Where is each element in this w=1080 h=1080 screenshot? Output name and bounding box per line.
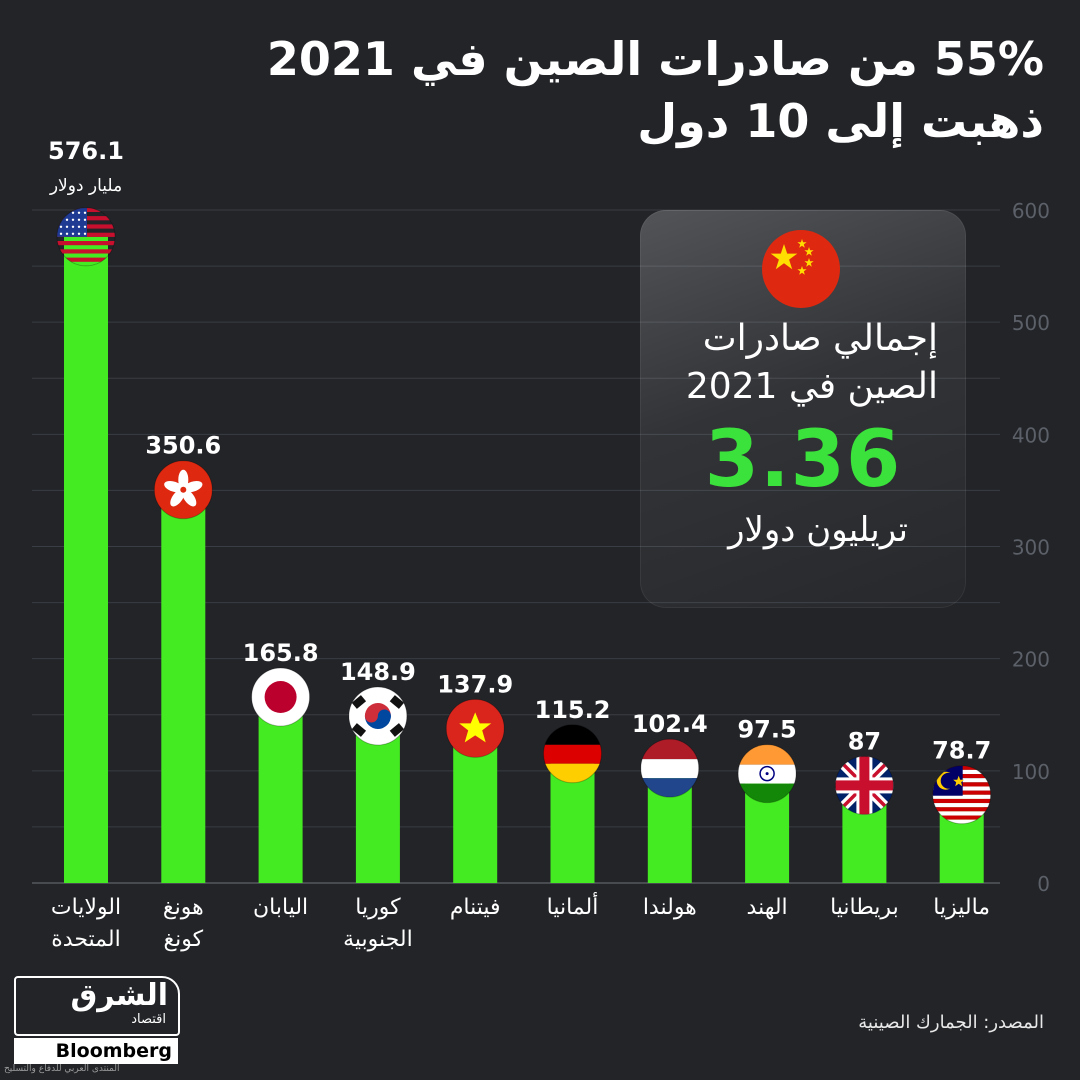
data-label: 148.9 [340, 658, 416, 686]
data-label: 87 [848, 727, 881, 755]
japan-flag-icon [251, 667, 311, 727]
card-line-2: الصين في 2021 [685, 366, 938, 407]
china-flag-icon [762, 230, 840, 308]
germany-flag-icon [543, 724, 602, 784]
netherlands-flag-icon [640, 738, 700, 798]
logo-frame: الشرق اقتصاد [14, 976, 180, 1036]
bar [161, 489, 206, 883]
data-label: 165.8 [243, 639, 319, 667]
category-label: ألمانيا [547, 892, 599, 920]
logo-sub: اقتصاد [131, 1012, 166, 1027]
y-tick-label: 200 [1012, 648, 1050, 672]
data-label: 97.5 [737, 716, 796, 744]
y-tick-label: 600 [1012, 199, 1050, 223]
logo-brand: الشرق [70, 978, 168, 1013]
bar [258, 697, 303, 883]
asharq-bloomberg-logo: الشرق اقتصاد Bloomberg [14, 970, 180, 1068]
category-label: الهند [747, 895, 788, 920]
category-label: هولندا [643, 895, 697, 920]
chart-title-line-2: ذهبت إلى 10 دول [637, 94, 1044, 148]
category-label: كوريا [355, 895, 401, 920]
watermark: المنتدى العربي للدفاع والتسليح [4, 1064, 120, 1074]
category-label: فيتنام [450, 895, 501, 920]
data-label: 115.2 [535, 696, 611, 724]
category-label: كونغ [163, 927, 203, 952]
title-block: 55% من صادرات الصين في 2021 ذهبت إلى 10 … [144, 28, 1044, 152]
category-label: الجنوبية [343, 927, 413, 952]
category-label: المتحدة [51, 927, 120, 952]
data-label: 78.7 [932, 737, 991, 765]
category-label: الولايات [51, 895, 121, 920]
unit-label: مليار دولار [49, 176, 122, 196]
vietnam-flag-icon [445, 698, 505, 758]
hong-kong-flag-icon [153, 460, 213, 520]
bar [64, 236, 108, 883]
india-flag-icon [737, 744, 797, 804]
y-tick-label: 500 [1012, 311, 1050, 335]
data-label: 350.6 [145, 432, 221, 460]
uk-flag-icon [834, 755, 894, 815]
y-tick-label: 300 [1012, 536, 1050, 560]
source-note: المصدر: الجمارك الصينية [858, 1012, 1044, 1033]
y-tick-label: 0 [1037, 872, 1050, 896]
total-unit: تريليون دولار [728, 510, 908, 550]
category-label: هونغ [163, 895, 204, 920]
total-exports-card: إجمالي صادرات الصين في 2021 3.36 تريليون… [640, 210, 966, 608]
data-label: 137.9 [437, 670, 513, 698]
data-label: 102.4 [632, 710, 708, 738]
category-label: ماليزيا [933, 895, 990, 920]
total-value: 3.36 [704, 415, 902, 505]
logo-partner: Bloomberg [14, 1038, 178, 1064]
malaysia-flag-icon [932, 765, 992, 825]
category-label: اليابان [253, 895, 308, 920]
chart-title-line-1: 55% من صادرات الصين في 2021 [266, 32, 1044, 86]
card-line-1: إجمالي صادرات [702, 318, 938, 359]
y-tick-label: 100 [1012, 760, 1050, 784]
data-label: 576.1 [48, 137, 124, 165]
y-tick-label: 400 [1012, 423, 1050, 447]
south-korea-flag-icon [348, 686, 408, 746]
category-label: بريطانيا [830, 895, 899, 920]
